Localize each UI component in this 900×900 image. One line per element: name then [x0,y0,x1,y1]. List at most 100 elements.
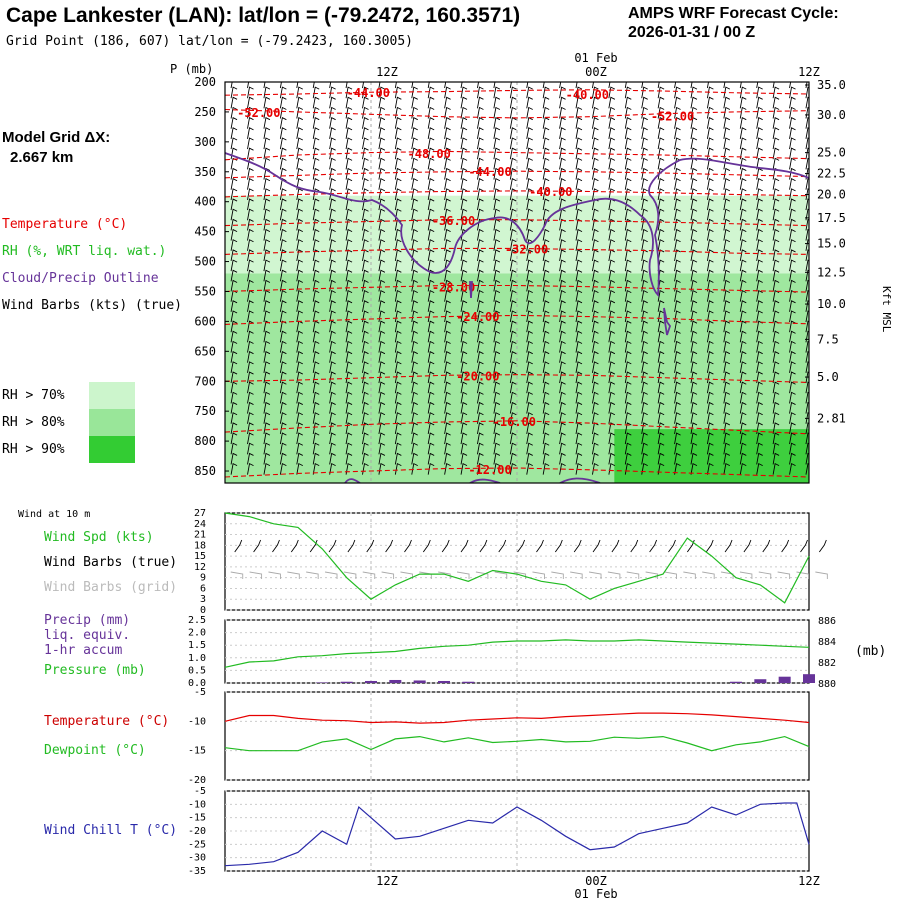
wind-barb [362,188,369,200]
wind-barb [772,147,780,160]
legend-rh80-swatch [89,409,135,436]
wind-barb [756,452,763,465]
wind-barb [411,239,418,251]
wind-barb-10m [234,539,243,553]
wind-barb [772,330,780,343]
wind-barb [805,351,809,363]
precip-bar [316,682,329,683]
wind-barb [427,320,435,333]
wind-barb [444,330,451,343]
wind-barb [509,208,517,221]
wind-barb [312,462,320,475]
wind-barb [805,127,809,139]
wind-barb [805,361,809,373]
wind-barb [789,228,796,241]
wind-barb [641,228,648,241]
wind-barb [477,432,484,445]
wind-barb [706,381,714,394]
wind-barb [312,289,320,302]
wind-barb [263,137,271,150]
wind-barb [493,208,501,221]
wind-barb [624,208,632,221]
wind-barb [591,361,599,373]
wind-barb [329,320,336,333]
wind-barb [427,269,435,282]
wind-barb [542,310,550,323]
wind-barb [329,412,336,424]
height-tick-label: 5.0 [817,370,839,384]
wind-barb [493,412,501,424]
wind-barb [608,259,616,272]
wind-barb [444,228,451,241]
wind-barb [296,259,303,272]
wind-barb [411,401,418,414]
wind-barb [723,188,731,200]
wind-barb [477,320,484,333]
wind-barb [493,269,501,282]
wind-barb [542,452,550,465]
wind-barb [772,188,780,200]
wind-barb [493,82,496,89]
wind-barb [575,208,583,221]
wind-barb [674,422,681,435]
precip-label-line1: Precip (mm) [44,613,131,628]
wind-barb [526,259,533,272]
wind-barb [772,361,780,373]
wind-barb [427,137,435,150]
wind-barb [657,422,665,435]
wind-barb [624,442,632,455]
wind-barb [394,300,402,312]
wind-barb [559,82,562,89]
wind-barb [641,137,648,150]
wind-barb [345,442,353,455]
wind-barb [279,188,287,200]
wind-barb [477,462,484,475]
wind-barb [756,391,763,404]
wind-barb [789,157,796,170]
wind-speed-line [224,512,810,604]
wind-barb-10m [366,539,375,553]
wind-barb [756,137,763,150]
wind-barb [427,442,435,455]
wind-barb [805,167,809,180]
wind-barb [279,381,287,394]
wind-barb [263,239,271,251]
wind-barb [394,351,402,363]
wind-barb [477,279,484,292]
wind-barb-grid-10m [532,571,545,579]
wind-barb [509,432,517,445]
wind-barb [427,188,435,200]
wind-barb [739,442,747,455]
pressure-tick-label: 882 [818,658,836,669]
wind-barb [739,310,747,323]
wind-barb [559,86,566,99]
wind-barb [279,310,287,323]
wind-barb [296,381,303,394]
wind-barb [772,310,780,323]
wind-barb [608,228,616,241]
wind-barb [657,228,665,241]
wind-barb [411,96,418,109]
wind-barb [805,188,809,200]
wind-barb [279,371,287,384]
wind-barb [805,279,809,292]
wind-barb [657,96,665,109]
wind-barb [706,239,714,251]
wind-barb [247,137,254,150]
wind-barb [230,412,238,424]
wind-barb [641,422,648,435]
wind-barb [394,442,402,455]
y-tick-label: 6 [200,583,206,594]
wind-barb [805,320,809,333]
wind-barb [756,208,763,221]
wind-barb [230,249,238,262]
wind-barb [575,452,583,465]
wind-barb [444,106,451,119]
wind-barb [329,147,336,160]
wind-barb [674,259,681,272]
wind-barb [641,330,648,343]
temperature-contour [225,314,809,325]
wind-barb [247,259,254,272]
wind-barb [526,249,533,262]
wind-barb [526,462,533,475]
